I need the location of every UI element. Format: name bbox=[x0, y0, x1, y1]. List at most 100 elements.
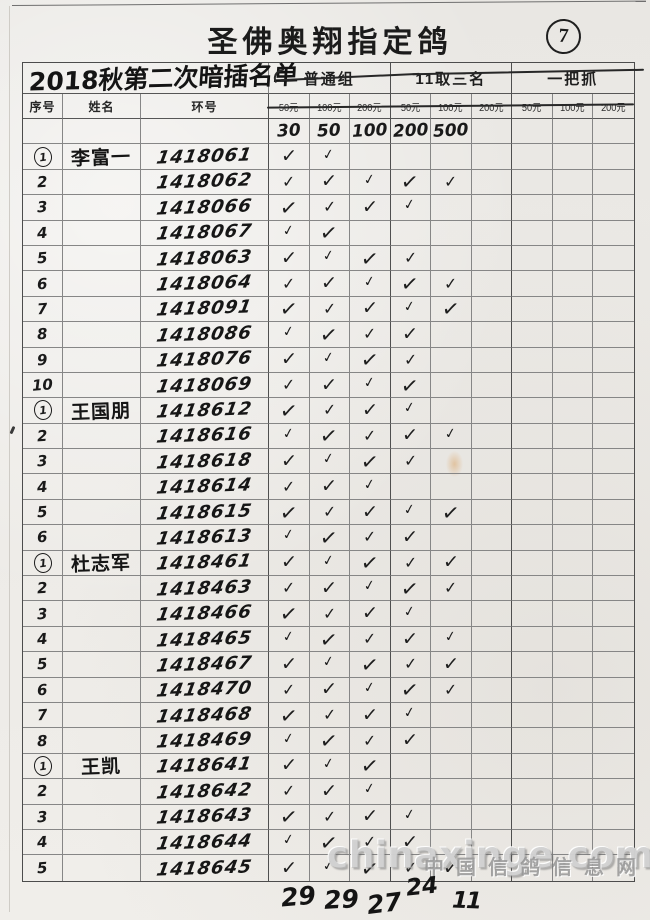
bet-amount-value: 500 bbox=[432, 120, 469, 143]
check-cell bbox=[471, 576, 512, 602]
circled-seq-number: 1 bbox=[32, 399, 53, 422]
check-cell bbox=[512, 525, 553, 551]
ring-cell: 1418465 bbox=[141, 626, 269, 653]
check-cell: ✓ bbox=[431, 855, 472, 881]
check-mark: ✓ bbox=[403, 552, 418, 573]
check-cell: ✓ bbox=[309, 322, 350, 348]
check-mark: ✓ bbox=[280, 856, 298, 879]
check-cell: ✓ bbox=[309, 830, 350, 856]
amount-cell bbox=[471, 119, 512, 145]
check-cell bbox=[471, 499, 512, 526]
seq-number: 5 bbox=[36, 502, 49, 522]
check-cell bbox=[512, 372, 553, 399]
check-mark: ✓ bbox=[402, 704, 417, 723]
check-cell: ✓ bbox=[309, 550, 350, 577]
ring-number: 1418461 bbox=[154, 550, 255, 575]
check-cell bbox=[431, 220, 472, 246]
check-mark: ✓ bbox=[440, 296, 461, 323]
check-cell bbox=[512, 855, 553, 881]
check-cell: ✓ bbox=[269, 372, 310, 399]
seq-cell: 2 bbox=[23, 779, 63, 805]
check-cell bbox=[350, 220, 391, 246]
check-cell: ✓ bbox=[390, 423, 431, 450]
check-cell: ✓ bbox=[350, 855, 391, 881]
check-cell bbox=[512, 271, 553, 297]
check-cell: ✓ bbox=[390, 576, 431, 602]
check-cell bbox=[471, 677, 512, 703]
check-cell: ✓ bbox=[350, 499, 391, 526]
bet-amount-value: 30 bbox=[276, 120, 302, 142]
check-cell bbox=[552, 576, 593, 602]
column-header-label: 序号 bbox=[29, 99, 56, 114]
check-mark: ✓ bbox=[443, 679, 458, 700]
check-cell: ✓ bbox=[390, 373, 431, 399]
check-mark: ✓ bbox=[321, 653, 336, 672]
list-title-cell: 2018秋第二次暗插名单 bbox=[23, 60, 299, 97]
check-mark: ✓ bbox=[359, 550, 380, 577]
check-mark: ✓ bbox=[322, 501, 337, 522]
check-cell: ✓ bbox=[431, 550, 472, 577]
seq-number: 8 bbox=[36, 731, 49, 750]
check-mark: ✓ bbox=[401, 728, 419, 752]
seq-cell: 5 bbox=[23, 652, 63, 678]
check-mark: ✓ bbox=[443, 425, 458, 443]
check-cell: ✓ bbox=[350, 296, 391, 323]
check-mark: ✓ bbox=[362, 527, 377, 547]
check-cell bbox=[431, 601, 472, 627]
ring-number: 1418091 bbox=[154, 296, 255, 322]
check-cell: ✓ bbox=[390, 829, 431, 856]
check-mark: ✓ bbox=[359, 651, 380, 678]
check-cell: ✓ bbox=[269, 576, 310, 602]
check-cell: ✓ bbox=[431, 652, 472, 678]
name-cell: 王凯 bbox=[63, 753, 141, 779]
check-mark: ✓ bbox=[359, 245, 380, 272]
seq-number: 5 bbox=[36, 248, 49, 268]
seq-number: 5 bbox=[36, 655, 49, 674]
check-cell: ✓ bbox=[309, 627, 350, 652]
check-cell bbox=[593, 627, 634, 653]
check-cell: ✓ bbox=[391, 855, 431, 881]
column-total: 29 bbox=[279, 880, 317, 913]
seq-cell: 1 bbox=[23, 398, 63, 424]
check-mark: ✓ bbox=[401, 423, 419, 447]
check-cell: ✓ bbox=[431, 626, 472, 653]
check-mark: ✓ bbox=[318, 524, 340, 551]
check-cell bbox=[471, 474, 512, 500]
seq-cell: 1 bbox=[23, 144, 63, 170]
amount-cell bbox=[593, 119, 634, 145]
check-cell: ✓ bbox=[390, 347, 431, 373]
check-cell bbox=[512, 652, 553, 678]
check-mark: ✓ bbox=[362, 475, 377, 494]
check-cell bbox=[350, 144, 391, 170]
check-cell bbox=[552, 525, 593, 551]
seq-cell: 4 bbox=[23, 474, 63, 500]
seq-number: 3 bbox=[36, 604, 49, 623]
seq-cell: 6 bbox=[23, 525, 63, 551]
check-mark: ✓ bbox=[278, 601, 299, 628]
seq-cell: 1 bbox=[23, 753, 63, 780]
scan-top-edge-line bbox=[11, 0, 646, 6]
check-cell bbox=[593, 830, 634, 856]
ring-number: 1418470 bbox=[154, 677, 255, 702]
check-cell bbox=[431, 245, 472, 272]
check-cell bbox=[593, 728, 634, 754]
check-cell bbox=[552, 702, 593, 729]
amount-cell: 50 bbox=[309, 119, 350, 145]
check-cell bbox=[593, 170, 634, 196]
check-cell bbox=[593, 144, 634, 170]
page-number: 7 bbox=[557, 24, 570, 48]
price-header-label: 100元 bbox=[438, 102, 464, 114]
ring-cell: 1418466 bbox=[141, 601, 269, 627]
check-cell bbox=[472, 855, 512, 881]
column-header-cell: 姓名 bbox=[63, 94, 141, 119]
check-cell bbox=[471, 271, 512, 297]
check-mark: ✓ bbox=[280, 550, 298, 574]
check-cell bbox=[552, 677, 593, 703]
check-cell: ✓ bbox=[390, 499, 431, 526]
check-cell bbox=[512, 322, 553, 348]
check-cell: ✓ bbox=[350, 525, 391, 551]
seq-cell: 7 bbox=[23, 296, 63, 323]
check-mark: ✓ bbox=[361, 500, 379, 523]
check-cell bbox=[593, 373, 634, 399]
watermark-site-text: chinaxinge.com bbox=[327, 834, 650, 877]
